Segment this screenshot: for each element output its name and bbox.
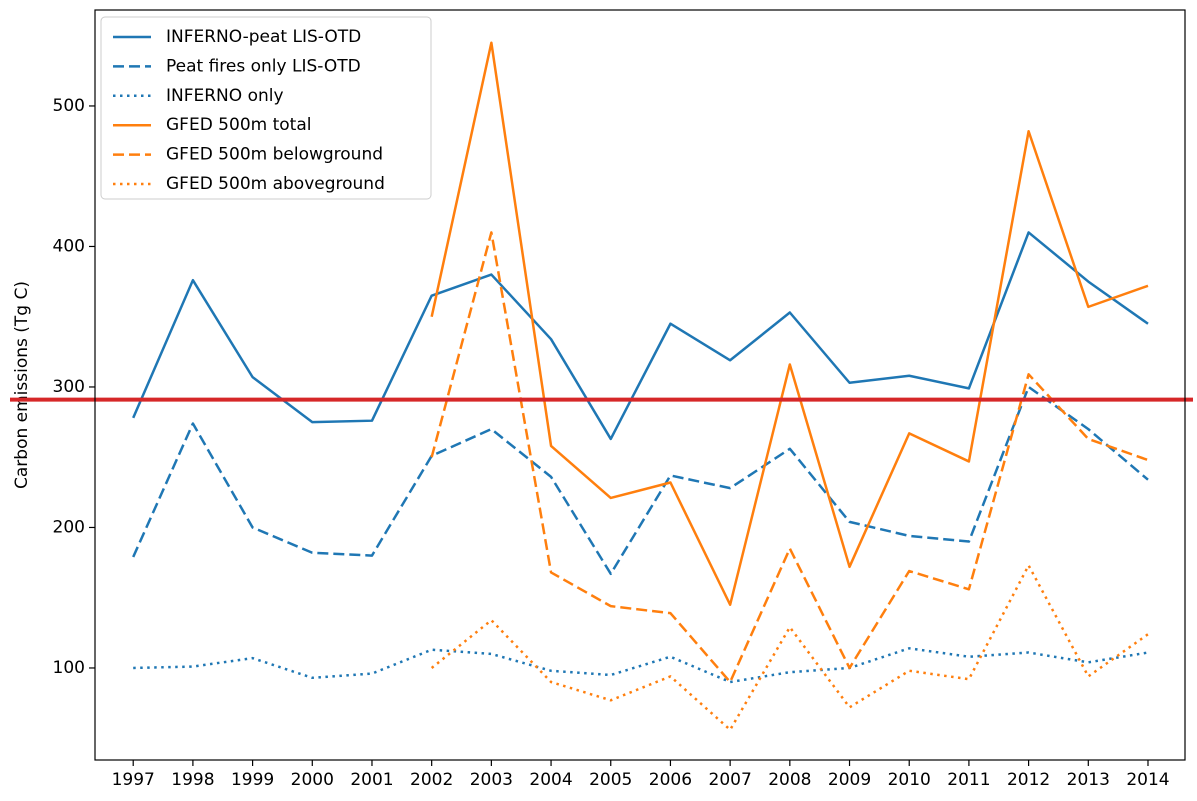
x-tick-label: 2010 xyxy=(888,770,931,790)
x-tick-label: 1998 xyxy=(171,770,214,790)
series-line xyxy=(430,564,1149,732)
x-tick-label: 2014 xyxy=(1126,770,1169,790)
legend-box xyxy=(100,16,432,200)
x-tick-label: 2002 xyxy=(410,770,453,790)
x-tick-label: 2000 xyxy=(291,770,334,790)
x-tick-label: 2007 xyxy=(709,770,752,790)
x-tick-label: 1999 xyxy=(231,770,274,790)
x-tick-label: 2006 xyxy=(649,770,692,790)
series-line xyxy=(132,385,1149,576)
series-line xyxy=(133,647,1149,684)
x-tick-label: 2013 xyxy=(1067,770,1110,790)
y-axis-label: Carbon emissions (Tg C) xyxy=(12,281,32,489)
x-tick-label: 2008 xyxy=(768,770,811,790)
legend-label: GFED 500m belowground xyxy=(166,145,383,165)
plot-frame xyxy=(94,9,1186,761)
x-tick-label: 2009 xyxy=(828,770,871,790)
x-tick-label: 2001 xyxy=(350,770,393,790)
y-tick-label: 400 xyxy=(53,236,85,256)
x-tick-label: 2004 xyxy=(529,770,572,790)
series-line xyxy=(132,231,1149,441)
y-tick-label: 200 xyxy=(53,517,85,537)
x-tick-label: 2011 xyxy=(947,770,990,790)
y-tick-label: 500 xyxy=(53,96,85,116)
x-tick-label: 2005 xyxy=(589,770,632,790)
y-tick-label: 300 xyxy=(53,377,85,397)
x-tick-label: 1997 xyxy=(112,770,155,790)
series-line xyxy=(430,231,1149,684)
legend-label: INFERNO only xyxy=(166,86,284,106)
y-tick-label: 100 xyxy=(53,658,85,678)
x-tick-label: 2003 xyxy=(470,770,513,790)
legend-label: INFERNO-peat LIS-OTD xyxy=(166,27,361,47)
legend-label: Peat fires only LIS-OTD xyxy=(166,56,361,76)
x-tick-label: 2012 xyxy=(1007,770,1050,790)
series-line xyxy=(430,41,1149,606)
legend-label: GFED 500m aboveground xyxy=(166,174,385,194)
legend-label: GFED 500m total xyxy=(166,115,311,135)
